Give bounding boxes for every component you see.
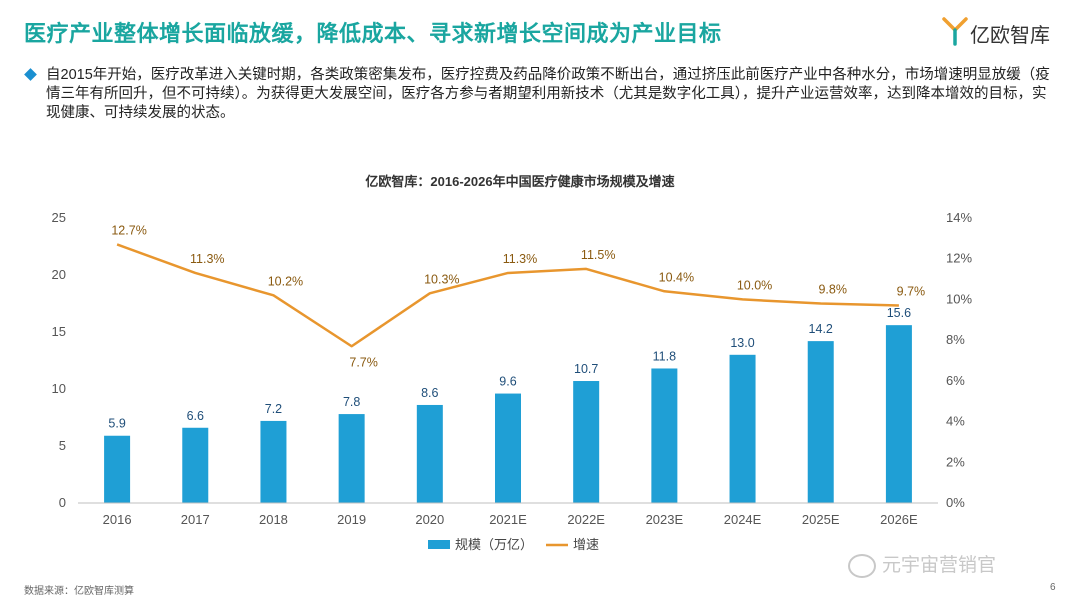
- bar-value-label: 8.6: [421, 386, 438, 400]
- bar: [573, 381, 600, 503]
- summary-bullet: 自2015年开始，医疗改革进入关键时期，各类政策密集发布，医疗控费及药品降价政策…: [24, 66, 1056, 123]
- y-left-tick-label: 0: [59, 495, 66, 510]
- chart-title: 亿欧智库：2016-2026年中国医疗健康市场规模及增速: [365, 174, 674, 189]
- bar: [807, 341, 834, 503]
- wechat-icon: [848, 553, 876, 578]
- bar-value-label: 14.2: [809, 322, 833, 336]
- growth-value-label: 10.2%: [268, 274, 303, 288]
- bar-value-label: 9.6: [499, 375, 516, 389]
- bar-value-label: 7.2: [265, 402, 282, 416]
- bar-value-label: 10.7: [574, 362, 598, 376]
- y-right-tick-label: 12%: [946, 251, 972, 266]
- y-right-tick-label: 8%: [946, 332, 965, 347]
- y-right-tick-label: 6%: [946, 373, 965, 388]
- growth-value-label: 7.7%: [349, 355, 378, 369]
- growth-value-label: 9.8%: [818, 283, 847, 297]
- x-tick-label: 2019: [337, 512, 366, 527]
- growth-value-label: 11.3%: [190, 252, 225, 266]
- x-tick-label: 2016: [103, 512, 132, 527]
- x-tick-label: 2025E: [802, 512, 840, 527]
- data-source: 数据来源：亿欧智库测算: [24, 586, 134, 597]
- x-tick-label: 2022E: [567, 512, 605, 527]
- legend-bar-swatch: [428, 540, 450, 549]
- bar: [182, 427, 209, 503]
- watermark-text: 元宇宙营销官: [882, 555, 997, 576]
- logo-mark-icon: [942, 17, 968, 46]
- x-tick-label: 2021E: [489, 512, 527, 527]
- growth-value-label: 10.4%: [659, 270, 694, 284]
- x-tick-label: 2017: [181, 512, 210, 527]
- growth-value-label: 10.0%: [737, 278, 772, 292]
- bar: [729, 354, 756, 503]
- y-left-tick-label: 15: [52, 324, 66, 339]
- page-title: 医疗产业整体增长面临放缓，降低成本、寻求新增长空间成为产业目标: [24, 21, 722, 46]
- bar-value-label: 13.0: [730, 336, 754, 350]
- growth-value-label: 10.3%: [424, 272, 459, 286]
- y-left-tick-label: 10: [52, 381, 66, 396]
- bar-value-label: 5.9: [108, 417, 125, 431]
- bar: [885, 325, 912, 503]
- x-tick-label: 2024E: [724, 512, 762, 527]
- growth-value-label: 12.7%: [111, 223, 146, 237]
- bar-value-label: 11.8: [653, 349, 676, 363]
- legend-bar-label: 规模（万亿）: [455, 537, 533, 552]
- y-left-tick-label: 25: [52, 210, 66, 225]
- legend-line-label: 增速: [573, 537, 599, 552]
- logo: 亿欧智库: [940, 16, 1060, 48]
- bar-value-label: 6.6: [187, 409, 204, 423]
- y-right-tick-label: 0%: [946, 495, 965, 510]
- y-right-tick-label: 10%: [946, 291, 972, 306]
- y-left-tick-label: 20: [52, 267, 66, 282]
- bar: [338, 414, 365, 503]
- y-right-tick-label: 14%: [946, 210, 972, 225]
- growth-value-label: 11.3%: [503, 252, 538, 266]
- y-right-tick-label: 2%: [946, 454, 965, 469]
- bar-value-label: 15.6: [887, 306, 911, 320]
- x-tick-label: 2018: [259, 512, 288, 527]
- bar: [260, 420, 287, 503]
- growth-value-label: 9.7%: [897, 285, 926, 299]
- x-tick-label: 2026E: [880, 512, 918, 527]
- bar: [104, 435, 131, 503]
- bar: [651, 368, 678, 503]
- x-tick-label: 2023E: [646, 512, 684, 527]
- logo-text: 亿欧智库: [970, 25, 1050, 47]
- bar: [495, 393, 521, 503]
- growth-value-label: 11.5%: [581, 248, 616, 262]
- y-right-tick-label: 4%: [946, 414, 965, 429]
- watermark: 元宇宙营销官: [848, 550, 996, 578]
- y-left-tick-label: 5: [59, 438, 66, 453]
- x-tick-label: 2020: [415, 512, 444, 527]
- page-number: 6: [1050, 582, 1056, 593]
- summary-text: 自2015年开始，医疗改革进入关键时期，各类政策密集发布，医疗控费及药品降价政策…: [46, 67, 1050, 121]
- bar: [416, 404, 443, 503]
- bar-value-label: 7.8: [343, 395, 360, 409]
